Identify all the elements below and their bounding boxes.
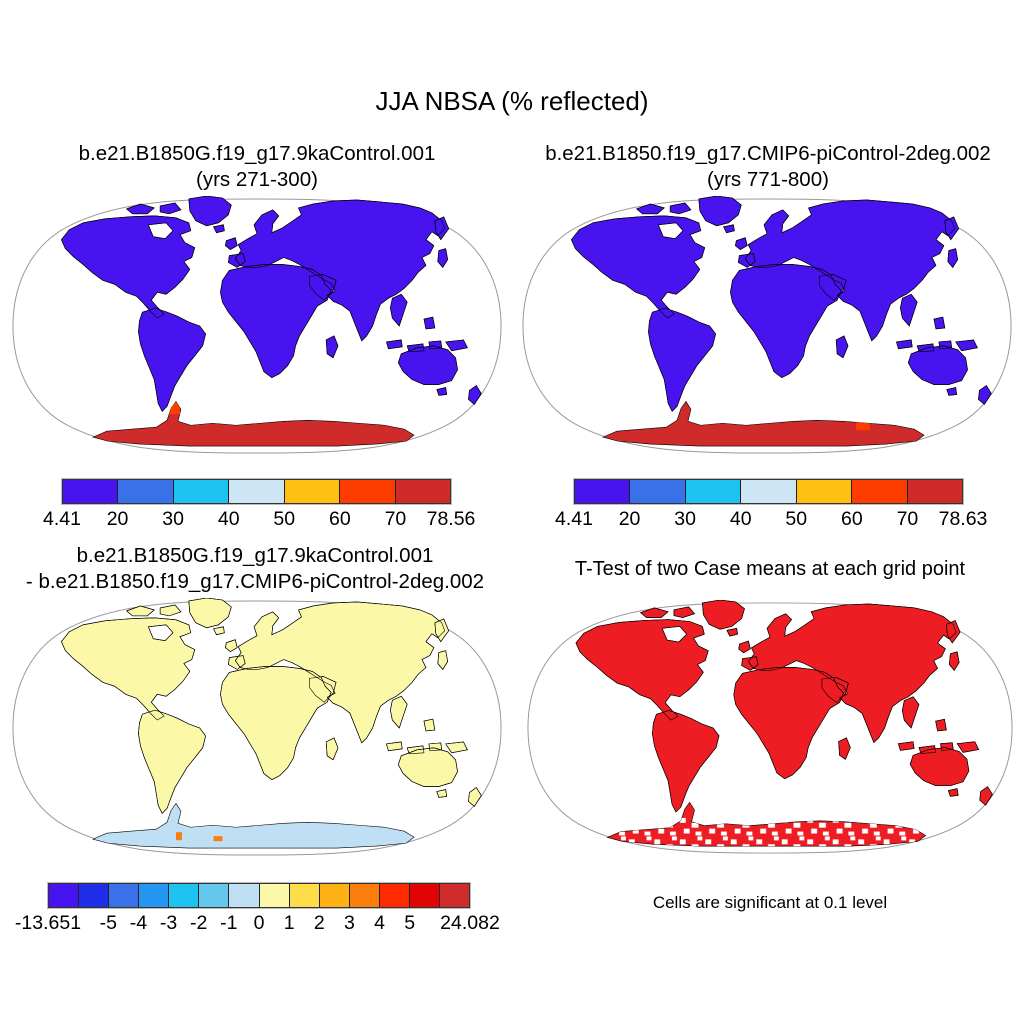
colorbar-segment (199, 884, 230, 907)
colorbar-segment (907, 480, 962, 503)
panel-title-top-right-line1: b.e21.B1850.f19_g17.CMIP6-piControl-2deg… (545, 142, 991, 165)
colorbar-tick-label: -4 (129, 912, 148, 934)
panel-title-bottom-right: T-Test of two Case means at each grid po… (574, 558, 966, 580)
colorbar-segment (440, 884, 470, 907)
colorbar-tick-label: 70 (896, 508, 919, 530)
colorbar-segment (289, 884, 320, 907)
colorbar-tick-label: 20 (106, 508, 129, 530)
figure-title: JJA NBSA (% reflected) (375, 86, 649, 116)
colorbar-tick-label: 3 (343, 912, 355, 934)
colorbar-top-left: 4.41 20 30 40 50 60 70 78.56 (43, 479, 475, 532)
panel-title-bottom-left-line1: b.e21.B1850G.f19_g17.9kaControl.001 (76, 544, 434, 567)
map-bottom-left-difference (10, 598, 504, 858)
colorbar-tick-label: 50 (273, 508, 296, 530)
colorbar-tick-label: 4 (374, 912, 385, 934)
panel-title-top-left-line2: (yrs 271-300) (196, 168, 318, 191)
colorbar-segment (630, 480, 686, 503)
colorbar-segment (63, 480, 119, 503)
colorbar-tick-label: 40 (217, 508, 240, 530)
colorbar-tick-label: 70 (384, 508, 407, 530)
colorbar-segment (409, 884, 441, 907)
colorbar-segment (229, 480, 285, 503)
colorbar-segment (259, 884, 290, 907)
colorbar-segment (169, 884, 200, 907)
map-top-right-picontrol (520, 196, 1014, 456)
colorbar-tick-label: 20 (618, 508, 641, 530)
colorbar-tick-label: -5 (99, 912, 117, 934)
colorbar-segment (349, 884, 380, 907)
colorbar-segment (741, 480, 797, 503)
panel-title-top-right: b.e21.B1850.f19_g17.CMIP6-piControl-2deg… (518, 141, 1018, 193)
panel-title-bottom-left-line2: - b.e21.B1850.f19_g17.CMIP6-piControl-2d… (25, 570, 485, 593)
colorbar-tick-label: 24.082 (440, 912, 500, 934)
colorbar-tick-label: 1 (283, 912, 295, 934)
colorbar-labels: -13.651 -5 -4 -3 -2 -1 0 1 2 3 4 5 24.08… (15, 912, 500, 936)
colorbar-tick-label: -1 (220, 912, 238, 934)
colorbar-bar (48, 883, 470, 908)
colorbar-tick-label: -13.651 (14, 912, 82, 934)
colorbar-segment (284, 480, 341, 503)
colorbar-segment (379, 884, 410, 907)
colorbar-tick-label: 60 (840, 508, 863, 530)
colorbar-tick-label: 40 (729, 508, 752, 530)
colorbar-segment (796, 480, 853, 503)
colorbar-segment (575, 480, 631, 503)
colorbar-tick-label: -2 (190, 912, 208, 934)
colorbar-labels: 4.41 20 30 40 50 60 70 78.56 (43, 508, 475, 532)
colorbar-tick-label: 30 (674, 508, 696, 530)
significance-caption: Cells are significant at 0.1 level (652, 893, 888, 912)
colorbar-tick-label: 4.41 (555, 508, 593, 530)
colorbar-segment (319, 884, 350, 907)
panel-title-top-left-line1: b.e21.B1850G.f19_g17.9kaControl.001 (78, 142, 436, 165)
colorbar-segment (109, 884, 140, 907)
colorbar-tick-label: -3 (159, 912, 178, 934)
map-top-left-9ka-control (10, 196, 504, 456)
colorbar-tick-label: 78.56 (426, 508, 476, 530)
colorbar-tick-label: 78.63 (938, 508, 988, 530)
colorbar-segment (118, 480, 174, 503)
colorbar-segment (139, 884, 170, 907)
colorbar-tick-label: 30 (162, 508, 184, 530)
colorbar-tick-label: 4.41 (43, 508, 81, 530)
colorbar-bottom-left: -13.651 -5 -4 -3 -2 -1 0 1 2 3 4 5 24.08… (15, 883, 500, 936)
colorbar-tick-label: 0 (253, 912, 265, 934)
colorbar-segment (49, 884, 80, 907)
colorbar-tick-label: 60 (328, 508, 351, 530)
panel-title-top-right-line2: (yrs 771-800) (707, 168, 829, 191)
colorbar-segment (395, 480, 450, 503)
colorbar-tick-label: 5 (404, 912, 416, 934)
colorbar-tick-label: 50 (785, 508, 808, 530)
colorbar-segment (852, 480, 908, 503)
colorbar-bar (62, 479, 451, 504)
panel-title-top-left: b.e21.B1850G.f19_g17.9kaControl.001 (yrs… (10, 141, 504, 193)
colorbar-segment (79, 884, 110, 907)
panel-title-bottom-left: b.e21.B1850G.f19_g17.9kaControl.001 - b.… (0, 543, 510, 595)
colorbar-tick-label: 2 (313, 912, 325, 934)
map-bottom-right-ttest (525, 600, 1015, 856)
colorbar-segment (229, 884, 260, 907)
colorbar-segment (173, 480, 230, 503)
colorbar-labels: 4.41 20 30 40 50 60 70 78.63 (555, 508, 987, 532)
colorbar-bar (574, 479, 963, 504)
colorbar-segment (340, 480, 396, 503)
colorbar-segment (685, 480, 742, 503)
colorbar-top-right: 4.41 20 30 40 50 60 70 78.63 (555, 479, 987, 532)
